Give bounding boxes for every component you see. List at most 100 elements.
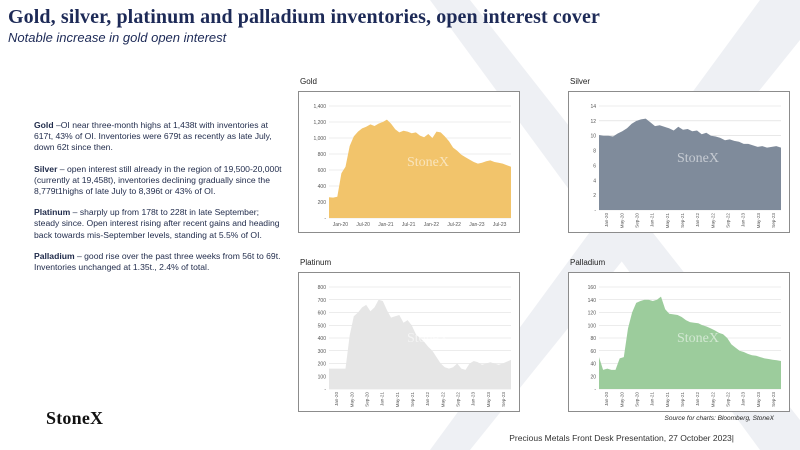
y-tick-label: - (324, 387, 326, 393)
footer-text: Precious Metals Front Desk Presentation,… (509, 433, 734, 443)
x-tick-label: Jan-21 (650, 213, 655, 227)
note-label: Platinum (34, 207, 71, 218)
chart-svg: - 100 200 300 400 500 600 700 800 StoneX Jan-20 May… (318, 285, 511, 408)
x-tick-label: Jan-22 (424, 222, 440, 228)
note-gold: Gold –OI near three-month highs at 1,438… (34, 120, 282, 154)
note-text: – sharply up from 178t to 228t in late S… (34, 207, 280, 240)
chart-title-silver: Silver (570, 77, 591, 86)
x-tick-label: May-23 (486, 392, 491, 408)
y-tick-label: 10 (590, 134, 596, 140)
x-tick-label: Jul-23 (493, 222, 507, 228)
x-tick-label: Sep-23 (501, 392, 506, 407)
y-tick-label: 2 (593, 193, 596, 199)
x-tick-label: Jan-21 (650, 392, 655, 406)
y-tick-label: 800 (318, 285, 327, 291)
x-tick-label: May-22 (710, 213, 715, 229)
note-palladium: Palladium – good rise over the past thre… (34, 251, 282, 273)
x-tick-label: Sep-20 (634, 392, 639, 407)
note-label: Gold (34, 120, 54, 130)
note-text: – open interest still already in the reg… (34, 163, 282, 197)
y-tick-label: 400 (318, 184, 327, 190)
x-tick-label: Sep-21 (410, 392, 415, 407)
y-tick-label: 20 (590, 374, 596, 380)
x-tick-label: May-20 (619, 392, 624, 408)
area-series (329, 119, 511, 218)
y-tick-label: 6 (593, 163, 596, 169)
note-silver: Silver – open interest still already in … (34, 164, 282, 198)
chart-svg: - 20 40 60 80 100 120 140 160 StoneX Jan-20 May-20 S… (588, 285, 781, 408)
note-label: Palladium (34, 250, 75, 261)
chart-silver: - 2 4 6 8 10 12 14 StoneX Jan-20 May-20 Sep-20 Jan-2… (568, 91, 790, 233)
chart-gold: - 200 400 600 800 1,000 1,200 1,400 StoneX Jan-20… (298, 91, 520, 233)
x-tick-label: Sep-21 (680, 392, 685, 407)
y-tick-label: 8 (593, 149, 596, 155)
x-tick-label: Sep-23 (771, 213, 776, 228)
x-tick-label: Sep-23 (771, 392, 776, 407)
x-tick-label: Sep-21 (680, 213, 685, 228)
x-tick-label: Sep-22 (725, 392, 730, 407)
note-text: –OI near three-month highs at 1,438t wit… (34, 120, 272, 153)
x-tick-label: Jan-20 (604, 213, 609, 227)
chart-watermark: StoneX (407, 155, 449, 170)
y-tick-label: 400 (318, 336, 327, 342)
note-label: Silver (34, 163, 58, 174)
y-tick-label: 300 (318, 349, 327, 355)
x-tick-label: Jan-23 (471, 392, 476, 406)
x-tick-label: Jan-22 (695, 213, 700, 227)
x-tick-label: Sep-20 (634, 213, 639, 228)
y-tick-label: - (594, 208, 596, 214)
x-tick-label: Jan-23 (741, 392, 746, 406)
y-tick-label: 12 (590, 119, 596, 125)
y-tick-label: 600 (318, 311, 327, 317)
x-tick-label: May-21 (665, 213, 670, 229)
y-tick-label: 14 (590, 104, 596, 110)
chart-watermark: StoneX (677, 331, 719, 346)
y-tick-label: 160 (588, 285, 597, 291)
note-text: – good rise over the past three weeks fr… (34, 250, 281, 273)
y-tick-label: - (594, 387, 596, 393)
chart-title-gold: Gold (300, 77, 317, 86)
y-tick-label: 200 (318, 362, 327, 368)
x-tick-label: Jan-20 (604, 392, 609, 406)
x-tick-label: May-22 (440, 392, 445, 408)
y-tick-label: 100 (588, 323, 597, 329)
y-tick-label: 700 (318, 298, 327, 304)
x-tick-label: Jan-22 (425, 392, 430, 406)
note-platinum: Platinum – sharply up from 178t to 228t … (34, 207, 282, 241)
x-tick-label: Sep-22 (725, 213, 730, 228)
y-tick-label: 40 (590, 362, 596, 368)
chart-watermark: StoneX (677, 151, 719, 166)
y-tick-label: 500 (318, 323, 327, 329)
source-note: Source for charts: Bloomberg, StoneX (664, 415, 774, 422)
x-tick-label: May-20 (619, 213, 624, 229)
chart-title-platinum: Platinum (300, 258, 332, 267)
x-tick-label: May-21 (395, 392, 400, 408)
x-tick-label: Jul-20 (356, 222, 370, 228)
chart-svg: - 2 4 6 8 10 12 14 StoneX Jan-20 May-20 Sep-20 Jan-2… (590, 104, 781, 229)
y-tick-label: 1,000 (313, 136, 326, 142)
chart-watermark: StoneX (407, 331, 449, 346)
x-tick-label: Jan-21 (378, 222, 394, 228)
x-tick-label: May-20 (349, 392, 354, 408)
x-tick-label: May-23 (756, 213, 761, 229)
area-series (599, 118, 781, 210)
y-tick-label: 1,400 (313, 104, 326, 110)
x-tick-label: Jan-23 (469, 222, 485, 228)
y-tick-label: 80 (590, 336, 596, 342)
commentary-notes: Gold –OI near three-month highs at 1,438… (34, 120, 282, 283)
x-tick-label: Jan-23 (741, 213, 746, 227)
y-tick-label: 140 (588, 298, 597, 304)
y-tick-label: 800 (318, 152, 327, 158)
y-tick-label: - (324, 216, 326, 222)
y-tick-label: 60 (590, 349, 596, 355)
x-tick-label: Sep-22 (455, 392, 460, 407)
y-tick-label: 120 (588, 311, 597, 317)
x-tick-label: Jan-20 (333, 222, 349, 228)
x-tick-label: Sep-20 (364, 392, 369, 407)
x-tick-label: May-22 (710, 392, 715, 408)
y-tick-label: 1,200 (313, 120, 326, 126)
y-tick-label: 100 (318, 374, 327, 380)
x-tick-label: Jan-21 (380, 392, 385, 406)
area-series (599, 296, 781, 389)
x-tick-label: May-21 (665, 392, 670, 408)
